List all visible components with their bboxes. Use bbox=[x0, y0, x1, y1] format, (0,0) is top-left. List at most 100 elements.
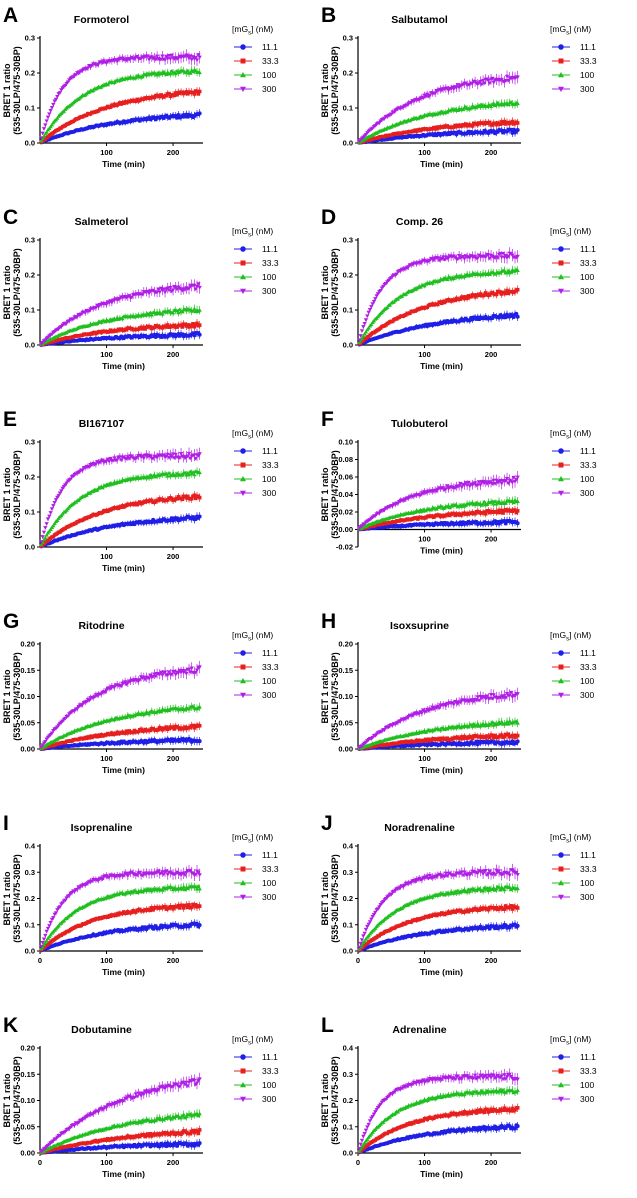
y-tick-label: 0.02 bbox=[338, 508, 353, 517]
data-point bbox=[515, 101, 520, 106]
data-point bbox=[191, 322, 195, 326]
data-point bbox=[194, 58, 200, 63]
data-point bbox=[162, 290, 168, 295]
data-point bbox=[436, 302, 440, 307]
y-axis-label-line1: BRET 1 ratio bbox=[320, 467, 330, 522]
data-point bbox=[458, 297, 463, 301]
data-point bbox=[51, 523, 56, 528]
data-point bbox=[176, 310, 181, 315]
panel-letter: F bbox=[321, 408, 334, 431]
legend-marker bbox=[558, 246, 564, 252]
panel-letter: E bbox=[3, 408, 17, 431]
series-300 bbox=[39, 447, 202, 544]
data-point bbox=[193, 496, 198, 501]
x-tick-label: 100 bbox=[100, 148, 113, 157]
data-point bbox=[358, 334, 363, 338]
y-axis-label: BRET 1 ratio (535-30LP/475-30BP) bbox=[2, 248, 22, 337]
data-point bbox=[499, 77, 504, 82]
legend-title-prefix: [mG bbox=[550, 428, 566, 438]
legend-marker bbox=[558, 260, 564, 266]
data-point bbox=[108, 105, 113, 109]
y-axis-label: BRET 1 ratio (535-30LP/475-30BP) bbox=[320, 450, 340, 539]
data-point bbox=[470, 124, 475, 128]
y-axis-label-line1: BRET 1 ratio bbox=[2, 669, 12, 724]
x-axis-label: Time (min) bbox=[420, 546, 463, 556]
data-point bbox=[44, 119, 49, 124]
y-tick-label: 0.05 bbox=[20, 718, 35, 727]
x-tick-label: 100 bbox=[100, 552, 113, 561]
data-point bbox=[47, 112, 52, 117]
data-point bbox=[362, 322, 367, 326]
data-point bbox=[366, 325, 371, 330]
data-point bbox=[189, 57, 194, 62]
data-point bbox=[186, 287, 192, 291]
data-point bbox=[515, 128, 520, 133]
data-point bbox=[502, 268, 507, 273]
y-axis-label: BRET 1 ratio (535-30LP/475-30BP) bbox=[2, 652, 22, 741]
data-point bbox=[189, 496, 194, 501]
data-point bbox=[197, 323, 202, 327]
legend-label-100: 100 bbox=[580, 272, 594, 282]
y-tick-label: -0.02 bbox=[336, 543, 353, 552]
data-point bbox=[361, 325, 366, 329]
data-point bbox=[515, 75, 520, 80]
data-point bbox=[160, 311, 165, 316]
data-point bbox=[154, 290, 160, 295]
legend-title-sub: s bbox=[248, 233, 251, 239]
x-axis-label: Time (min) bbox=[420, 159, 463, 169]
chart-title: Salmeterol bbox=[75, 216, 129, 228]
y-axis-label-line2: (535-30LP/475-30BP) bbox=[12, 248, 22, 337]
legend-label-11.1: 11.1 bbox=[580, 446, 596, 456]
y-tick-label: 0.1 bbox=[25, 306, 35, 315]
y-axis-label-line2: (535-30LP/475-30BP) bbox=[12, 46, 22, 135]
y-tick-label: 0.1 bbox=[343, 306, 353, 315]
data-point bbox=[44, 129, 49, 134]
data-point bbox=[192, 92, 197, 96]
data-point bbox=[120, 316, 125, 321]
legend-marker bbox=[558, 72, 564, 78]
data-point bbox=[510, 253, 515, 258]
data-point bbox=[486, 78, 491, 83]
y-tick-label: 0.3 bbox=[25, 438, 35, 447]
y-axis-label-line1: BRET 1 ratio bbox=[2, 467, 12, 522]
data-point bbox=[180, 497, 185, 502]
y-axis-label: BRET 1 ratio (535-30LP/475-30BP) bbox=[2, 46, 22, 135]
legend-label-100: 100 bbox=[262, 272, 276, 282]
data-point bbox=[197, 514, 202, 519]
series-300 bbox=[357, 70, 520, 144]
legend-marker bbox=[558, 288, 564, 294]
series-100 bbox=[39, 65, 202, 143]
data-point bbox=[515, 314, 520, 319]
data-point bbox=[41, 530, 47, 535]
y-tick-label: 0.0 bbox=[25, 543, 35, 552]
chart-panel-d: D Comp. 26 BRET 1 ratio (535-30LP/475-30BP)… bbox=[320, 206, 597, 371]
x-tick-label: 200 bbox=[167, 148, 180, 157]
legend-marker bbox=[240, 260, 246, 266]
y-tick-label: 0.00 bbox=[20, 745, 35, 754]
chart-title: Formoterol bbox=[74, 14, 130, 26]
chart-panel-g: G Ritodrine BRET 1 ratio (535-30LP/475-30BP… bbox=[2, 610, 279, 775]
legend-marker bbox=[558, 274, 564, 280]
series-100 bbox=[39, 467, 202, 547]
data-point bbox=[43, 526, 48, 530]
data-point bbox=[167, 91, 171, 96]
data-point bbox=[175, 92, 179, 97]
chart-panel-e: E BI167107 BRET 1 ratio (535-30LP/475-30BP)… bbox=[2, 408, 279, 573]
data-point bbox=[52, 521, 57, 526]
series-300 bbox=[357, 247, 520, 343]
data-point bbox=[369, 305, 374, 309]
legend-marker bbox=[240, 462, 246, 468]
legend-title-suffix: ] (nM) bbox=[251, 226, 273, 236]
data-point bbox=[49, 507, 55, 512]
legend-title-suffix: ] (nM) bbox=[251, 428, 273, 438]
legend-title-sub: s bbox=[566, 31, 569, 37]
data-point bbox=[41, 127, 47, 131]
y-tick-label: 0.2 bbox=[25, 473, 35, 482]
data-point bbox=[501, 121, 505, 126]
data-point bbox=[465, 296, 469, 301]
data-point bbox=[195, 89, 199, 94]
y-axis-label-line1: BRET 1 ratio bbox=[2, 63, 12, 118]
data-point bbox=[39, 540, 44, 544]
data-point bbox=[192, 493, 197, 498]
data-point bbox=[168, 285, 173, 290]
